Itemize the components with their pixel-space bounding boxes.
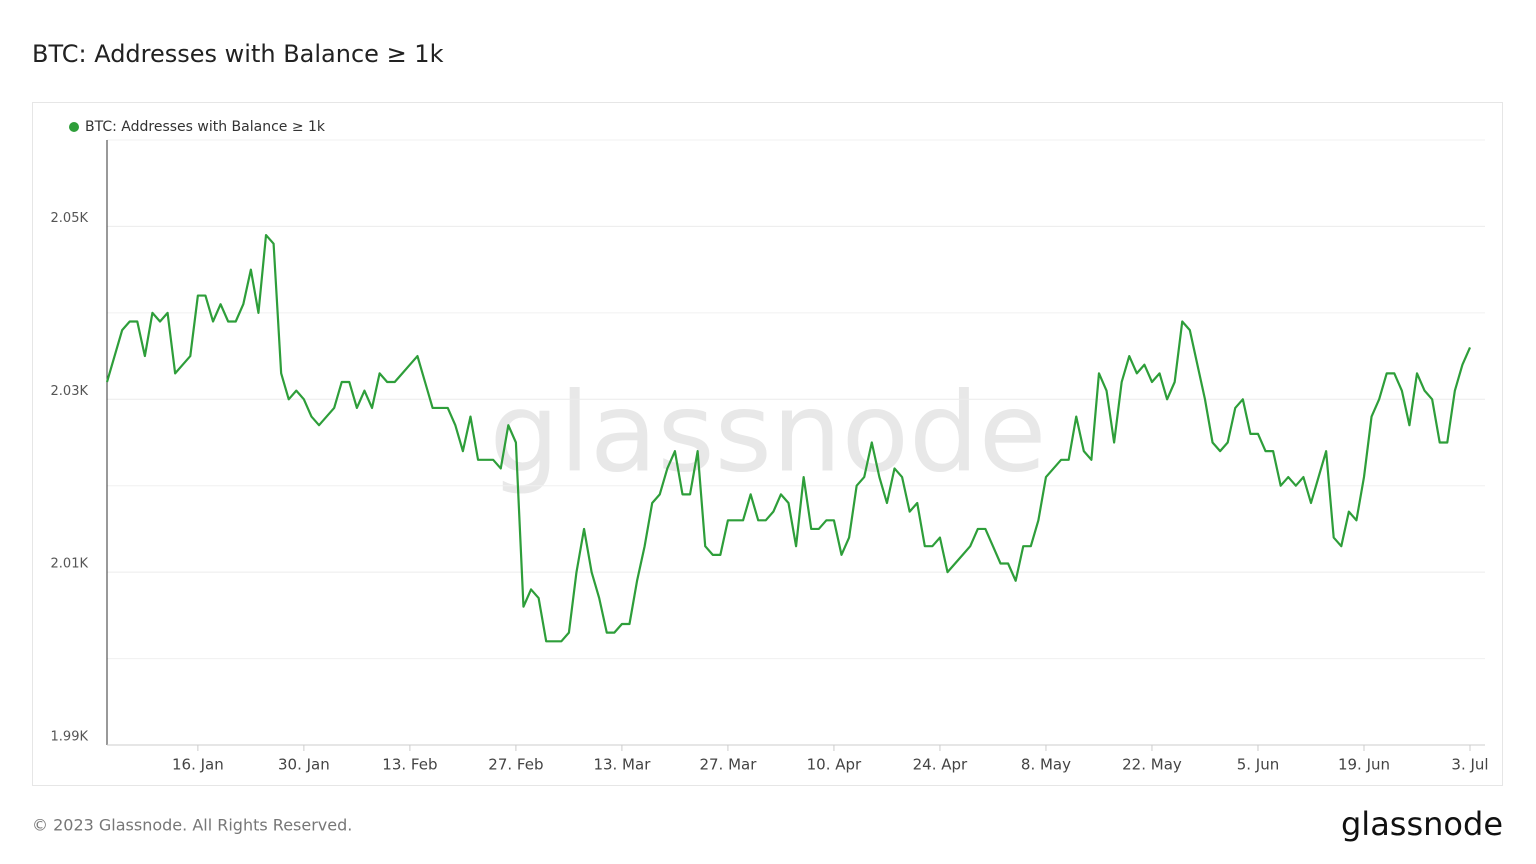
x-tick-label: 13. Mar	[593, 756, 651, 774]
legend-label: BTC: Addresses with Balance ≥ 1k	[85, 119, 326, 135]
y-tick-label: 2.01K	[51, 557, 89, 572]
x-tick-label: 13. Feb	[382, 756, 437, 774]
y-tick-label: 1.99K	[51, 730, 89, 745]
x-tick-label: 19. Jun	[1338, 756, 1390, 774]
chart-title: BTC: Addresses with Balance ≥ 1k	[32, 40, 444, 68]
y-tick-label: 2.03K	[51, 384, 89, 399]
x-tick-label: 8. May	[1021, 756, 1071, 774]
x-tick-label: 30. Jan	[278, 756, 330, 774]
x-tick-label: 24. Apr	[913, 756, 968, 774]
logo: glassnode	[1341, 805, 1503, 843]
y-tick-label: 2.05K	[51, 211, 89, 226]
x-tick-label: 16. Jan	[172, 756, 224, 774]
x-tick-label: 27. Feb	[488, 756, 543, 774]
x-tick-label: 22. May	[1122, 756, 1182, 774]
watermark: glassnode	[490, 368, 1047, 496]
legend-swatch	[69, 122, 79, 132]
footer: © 2023 Glassnode. All Rights Reserved.	[32, 816, 352, 835]
x-tick-label: 10. Apr	[807, 756, 862, 774]
data-line	[105, 233, 1472, 643]
x-tick-label: 3. Jul	[1451, 756, 1488, 774]
chart-frame	[32, 102, 1503, 786]
x-tick-label: 5. Jun	[1237, 756, 1280, 774]
x-tick-label: 27. Mar	[699, 756, 757, 774]
